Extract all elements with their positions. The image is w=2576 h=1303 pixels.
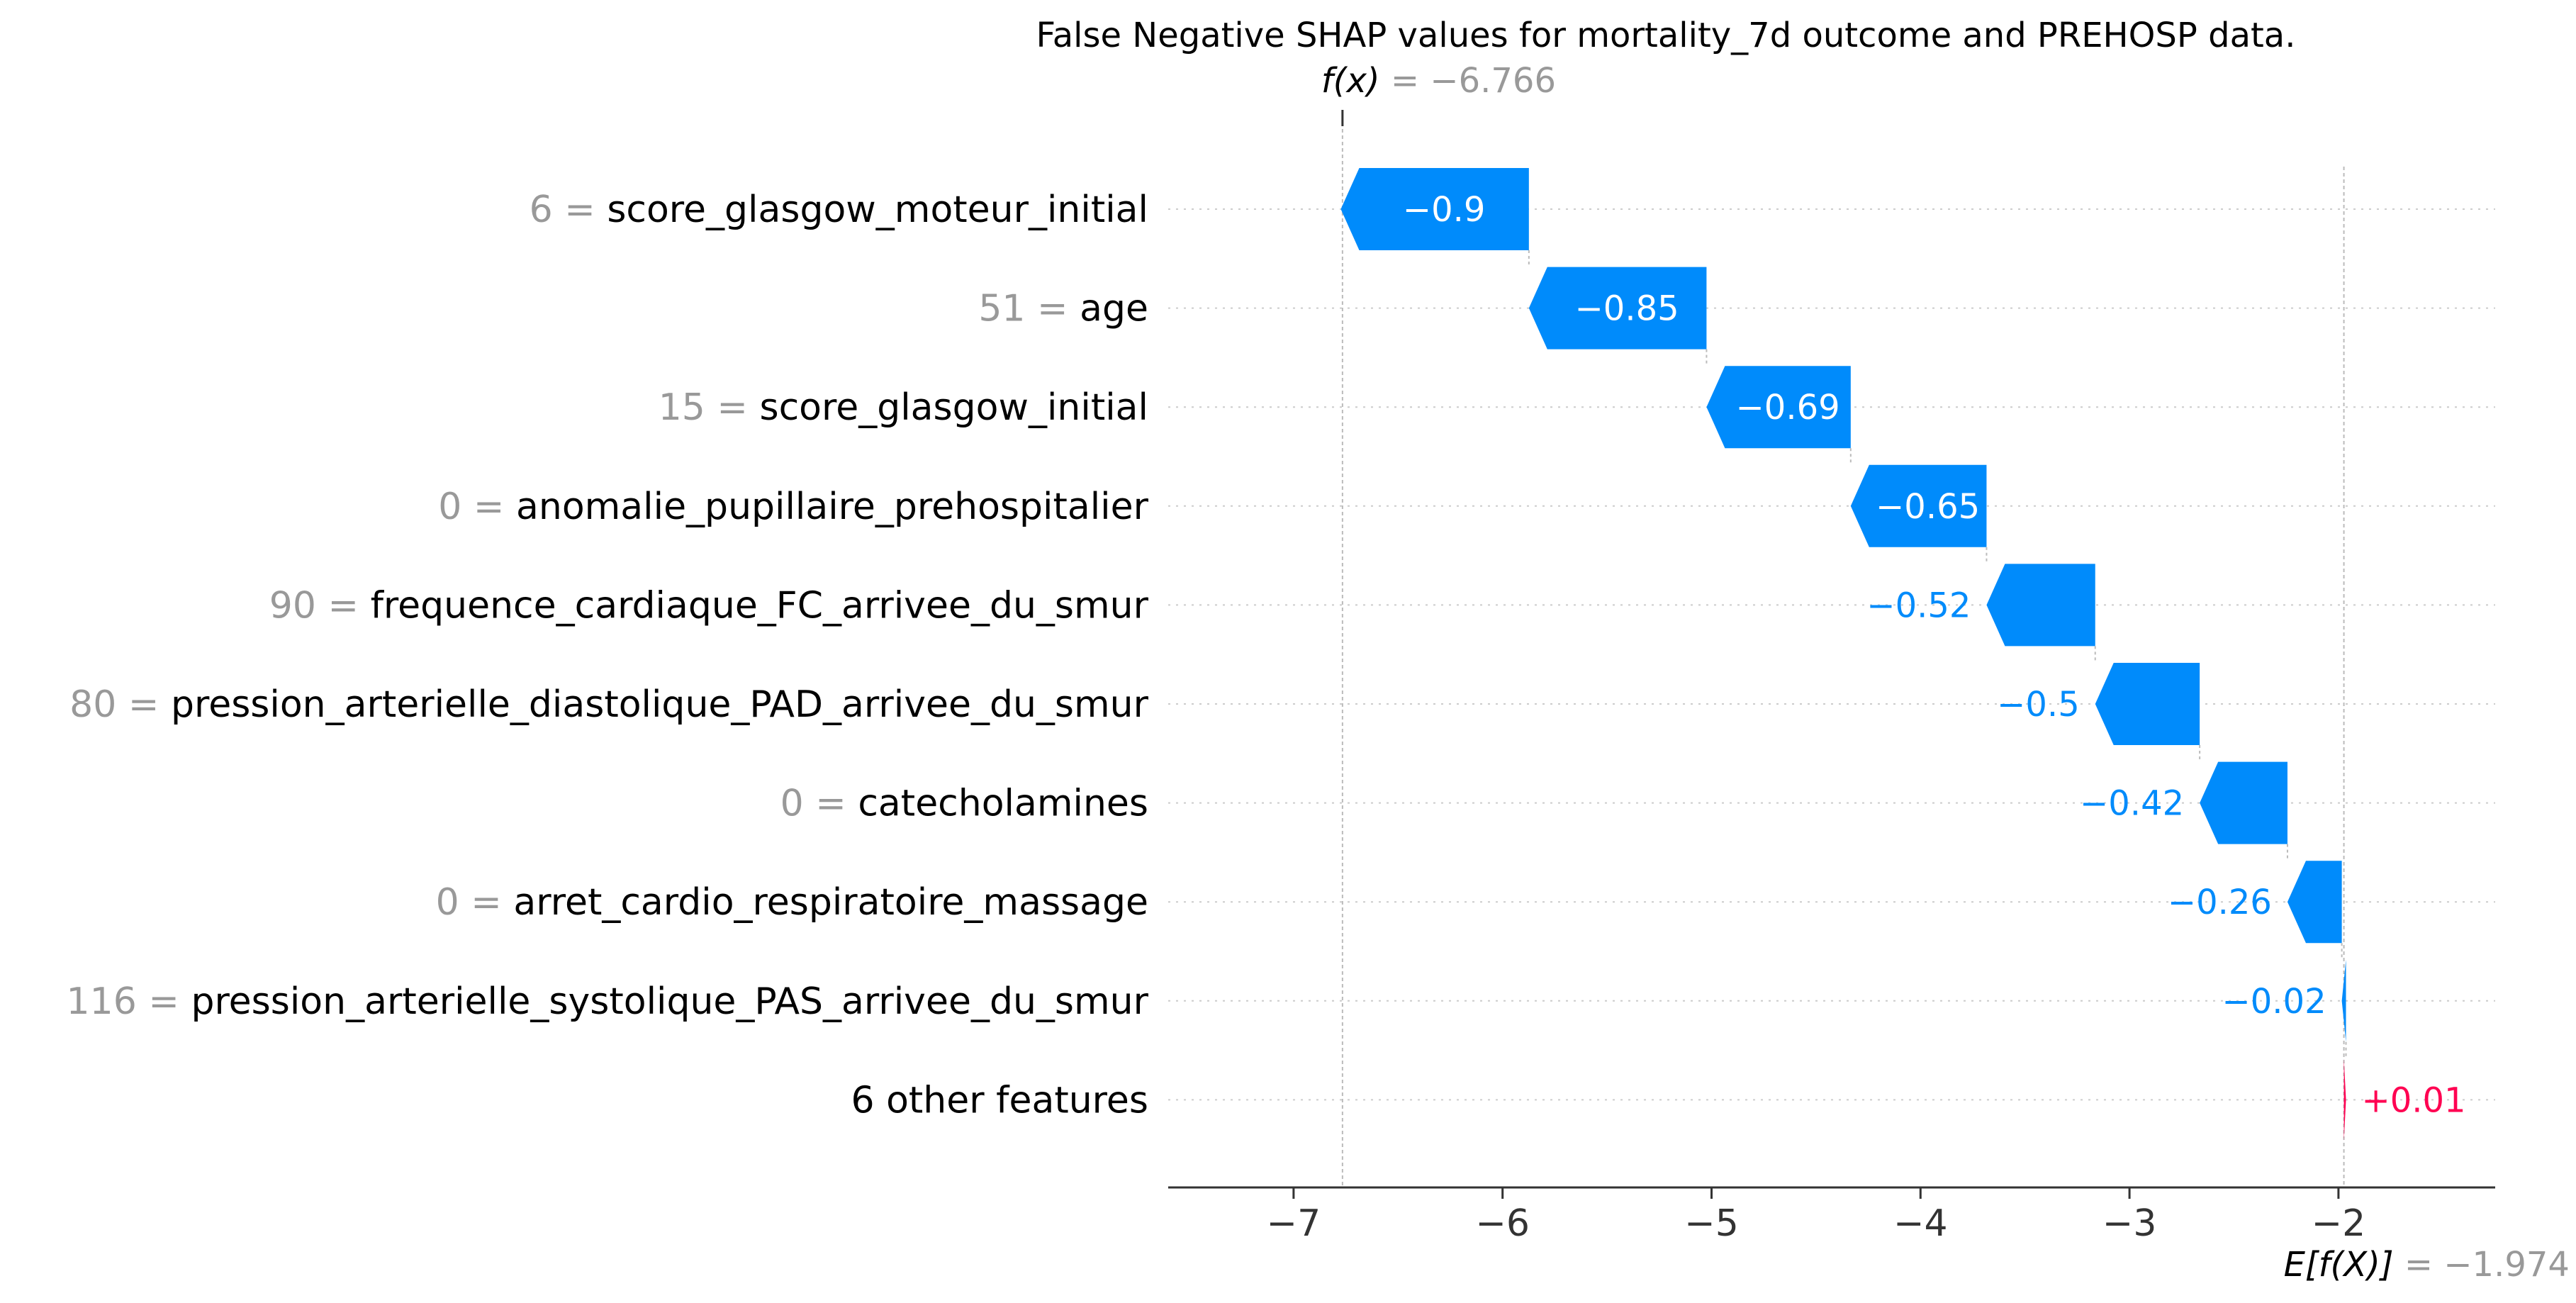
waterfall-bar	[2343, 1058, 2346, 1141]
row-guides	[1168, 208, 2495, 1101]
waterfall-bar	[1706, 366, 1851, 449]
waterfall-bar	[2095, 663, 2200, 745]
feature-name: anomalie_pupillaire_prehospitalier	[516, 486, 1149, 528]
bar-value-label: +0.01	[2362, 1080, 2466, 1120]
feature-label: 0 = catecholamines	[780, 783, 1148, 825]
feature-label: 51 = age	[978, 288, 1148, 330]
expected-value-label: E[f(X)]	[2284, 1245, 2404, 1285]
x-tick-label: −3	[2102, 1202, 2157, 1245]
feature-label: 0 = arret_cardio_respiratoire_massage	[436, 881, 1148, 924]
feature-value: 116 =	[67, 980, 191, 1023]
feature-name: arret_cardio_respiratoire_massage	[513, 881, 1148, 924]
waterfall-bar	[1528, 267, 1707, 349]
feature-label: 15 = score_glasgow_initial	[659, 386, 1148, 429]
feature-label: 0 = anomalie_pupillaire_prehospitalier	[438, 486, 1148, 528]
x-tick-label: −4	[1893, 1202, 1948, 1245]
feature-label: 6 other features	[851, 1079, 1148, 1122]
feature-value: 6 =	[530, 189, 607, 231]
bar-value-label: −0.52	[1866, 586, 1971, 625]
feature-value: 90 =	[269, 584, 371, 627]
feature-name: score_glasgow_moteur_initial	[607, 189, 1148, 231]
feature-label: 116 = pression_arterielle_systolique_PAS…	[67, 980, 1149, 1023]
feature-value: 0 =	[438, 486, 516, 528]
bar-value-label: −0.02	[2222, 982, 2326, 1022]
fx-label: f(x)	[1321, 61, 1391, 101]
waterfall-bar	[1850, 464, 1987, 547]
bar-value-label: −0.42	[2080, 784, 2184, 824]
bars: −0.9 −0.85 −0.69 −0.65 −0.52 −0.5 −0.42 −0.26 −0…	[1340, 168, 2466, 1141]
feature-name: catecholamines	[858, 783, 1148, 825]
feature-name: score_glasgow_initial	[760, 386, 1149, 429]
x-axis: −7 −6 −5 −4 −3 −2	[1168, 1186, 2495, 1245]
feature-name: 6 other features	[851, 1079, 1148, 1122]
feature-labels: 6 = score_glasgow_moteur_initial 51 = age…	[67, 189, 1149, 1122]
feature-value: 80 =	[69, 683, 171, 726]
chart-title: False Negative SHAP values for mortality…	[1036, 16, 2296, 55]
feature-label: 80 = pression_arterielle_diastolique_PAD…	[69, 683, 1148, 726]
feature-name: frequence_cardiaque_FC_arrivee_du_smur	[371, 584, 1149, 627]
bar-value-label: −0.5	[1997, 685, 2080, 725]
expected-value-annotation: E[f(X)] = −1.974	[2284, 1245, 2570, 1285]
feature-name: pression_arterielle_systolique_PAS_arriv…	[191, 980, 1148, 1023]
feature-name: pression_arterielle_diastolique_PAD_arri…	[171, 683, 1149, 726]
bar-value-label: −0.9	[1403, 190, 1486, 230]
reference-lines	[1341, 110, 2345, 1187]
feature-label: 90 = frequence_cardiaque_FC_arrivee_du_s…	[269, 584, 1149, 627]
waterfall-bar	[2200, 761, 2287, 844]
feature-label: 6 = score_glasgow_moteur_initial	[530, 189, 1148, 231]
fx-value: = −6.766	[1391, 61, 1556, 101]
x-tick-label: −6	[1475, 1202, 1530, 1245]
feature-value: 15 =	[659, 386, 760, 429]
feature-value: 0 =	[780, 783, 858, 825]
feature-value: 0 =	[436, 881, 514, 924]
bar-value-label: −0.85	[1575, 289, 1679, 329]
x-tick-label: −7	[1267, 1202, 1321, 1245]
waterfall-bar	[1340, 168, 1529, 250]
bar-value-label: −0.65	[1876, 487, 1980, 527]
feature-name: age	[1080, 288, 1148, 330]
bar-value-label: −0.69	[1736, 388, 1840, 427]
waterfall-bar	[2341, 959, 2346, 1042]
x-tick-label: −2	[2312, 1202, 2366, 1245]
fx-annotation: f(x) = −6.766	[1321, 61, 1556, 101]
waterfall-bar	[1986, 564, 2095, 647]
x-tick-label: −5	[1684, 1202, 1739, 1245]
expected-value: = −1.974	[2404, 1245, 2570, 1285]
feature-value: 51 =	[978, 288, 1080, 330]
annotations: f(x) = −6.766 E[f(X)] = −1.974	[1321, 61, 2570, 1285]
bar-value-label: −0.26	[2168, 883, 2272, 922]
waterfall-bar	[2287, 861, 2342, 944]
